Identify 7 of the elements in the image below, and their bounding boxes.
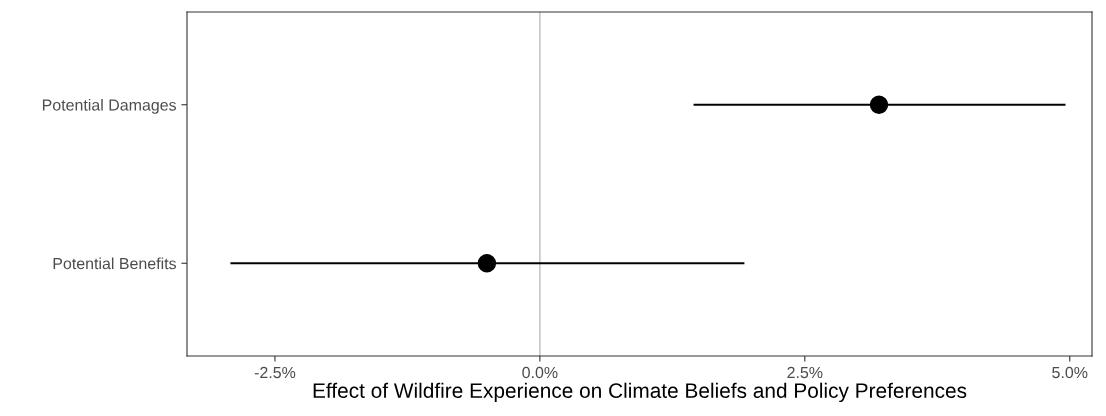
x-tick-label: 5.0%	[1052, 366, 1088, 379]
x-tick-label: -2.5%	[254, 366, 296, 379]
y-tick-label: Potential Damages	[42, 98, 177, 114]
x-tick-label: 2.5%	[787, 366, 823, 379]
y-tick-label: Potential Benefits	[53, 257, 177, 270]
x-tick-label: 0.0%	[522, 366, 558, 379]
x-axis-title: Effect of Wildfire Experience on Climate Beliefs and Policy Preferences	[313, 382, 967, 403]
